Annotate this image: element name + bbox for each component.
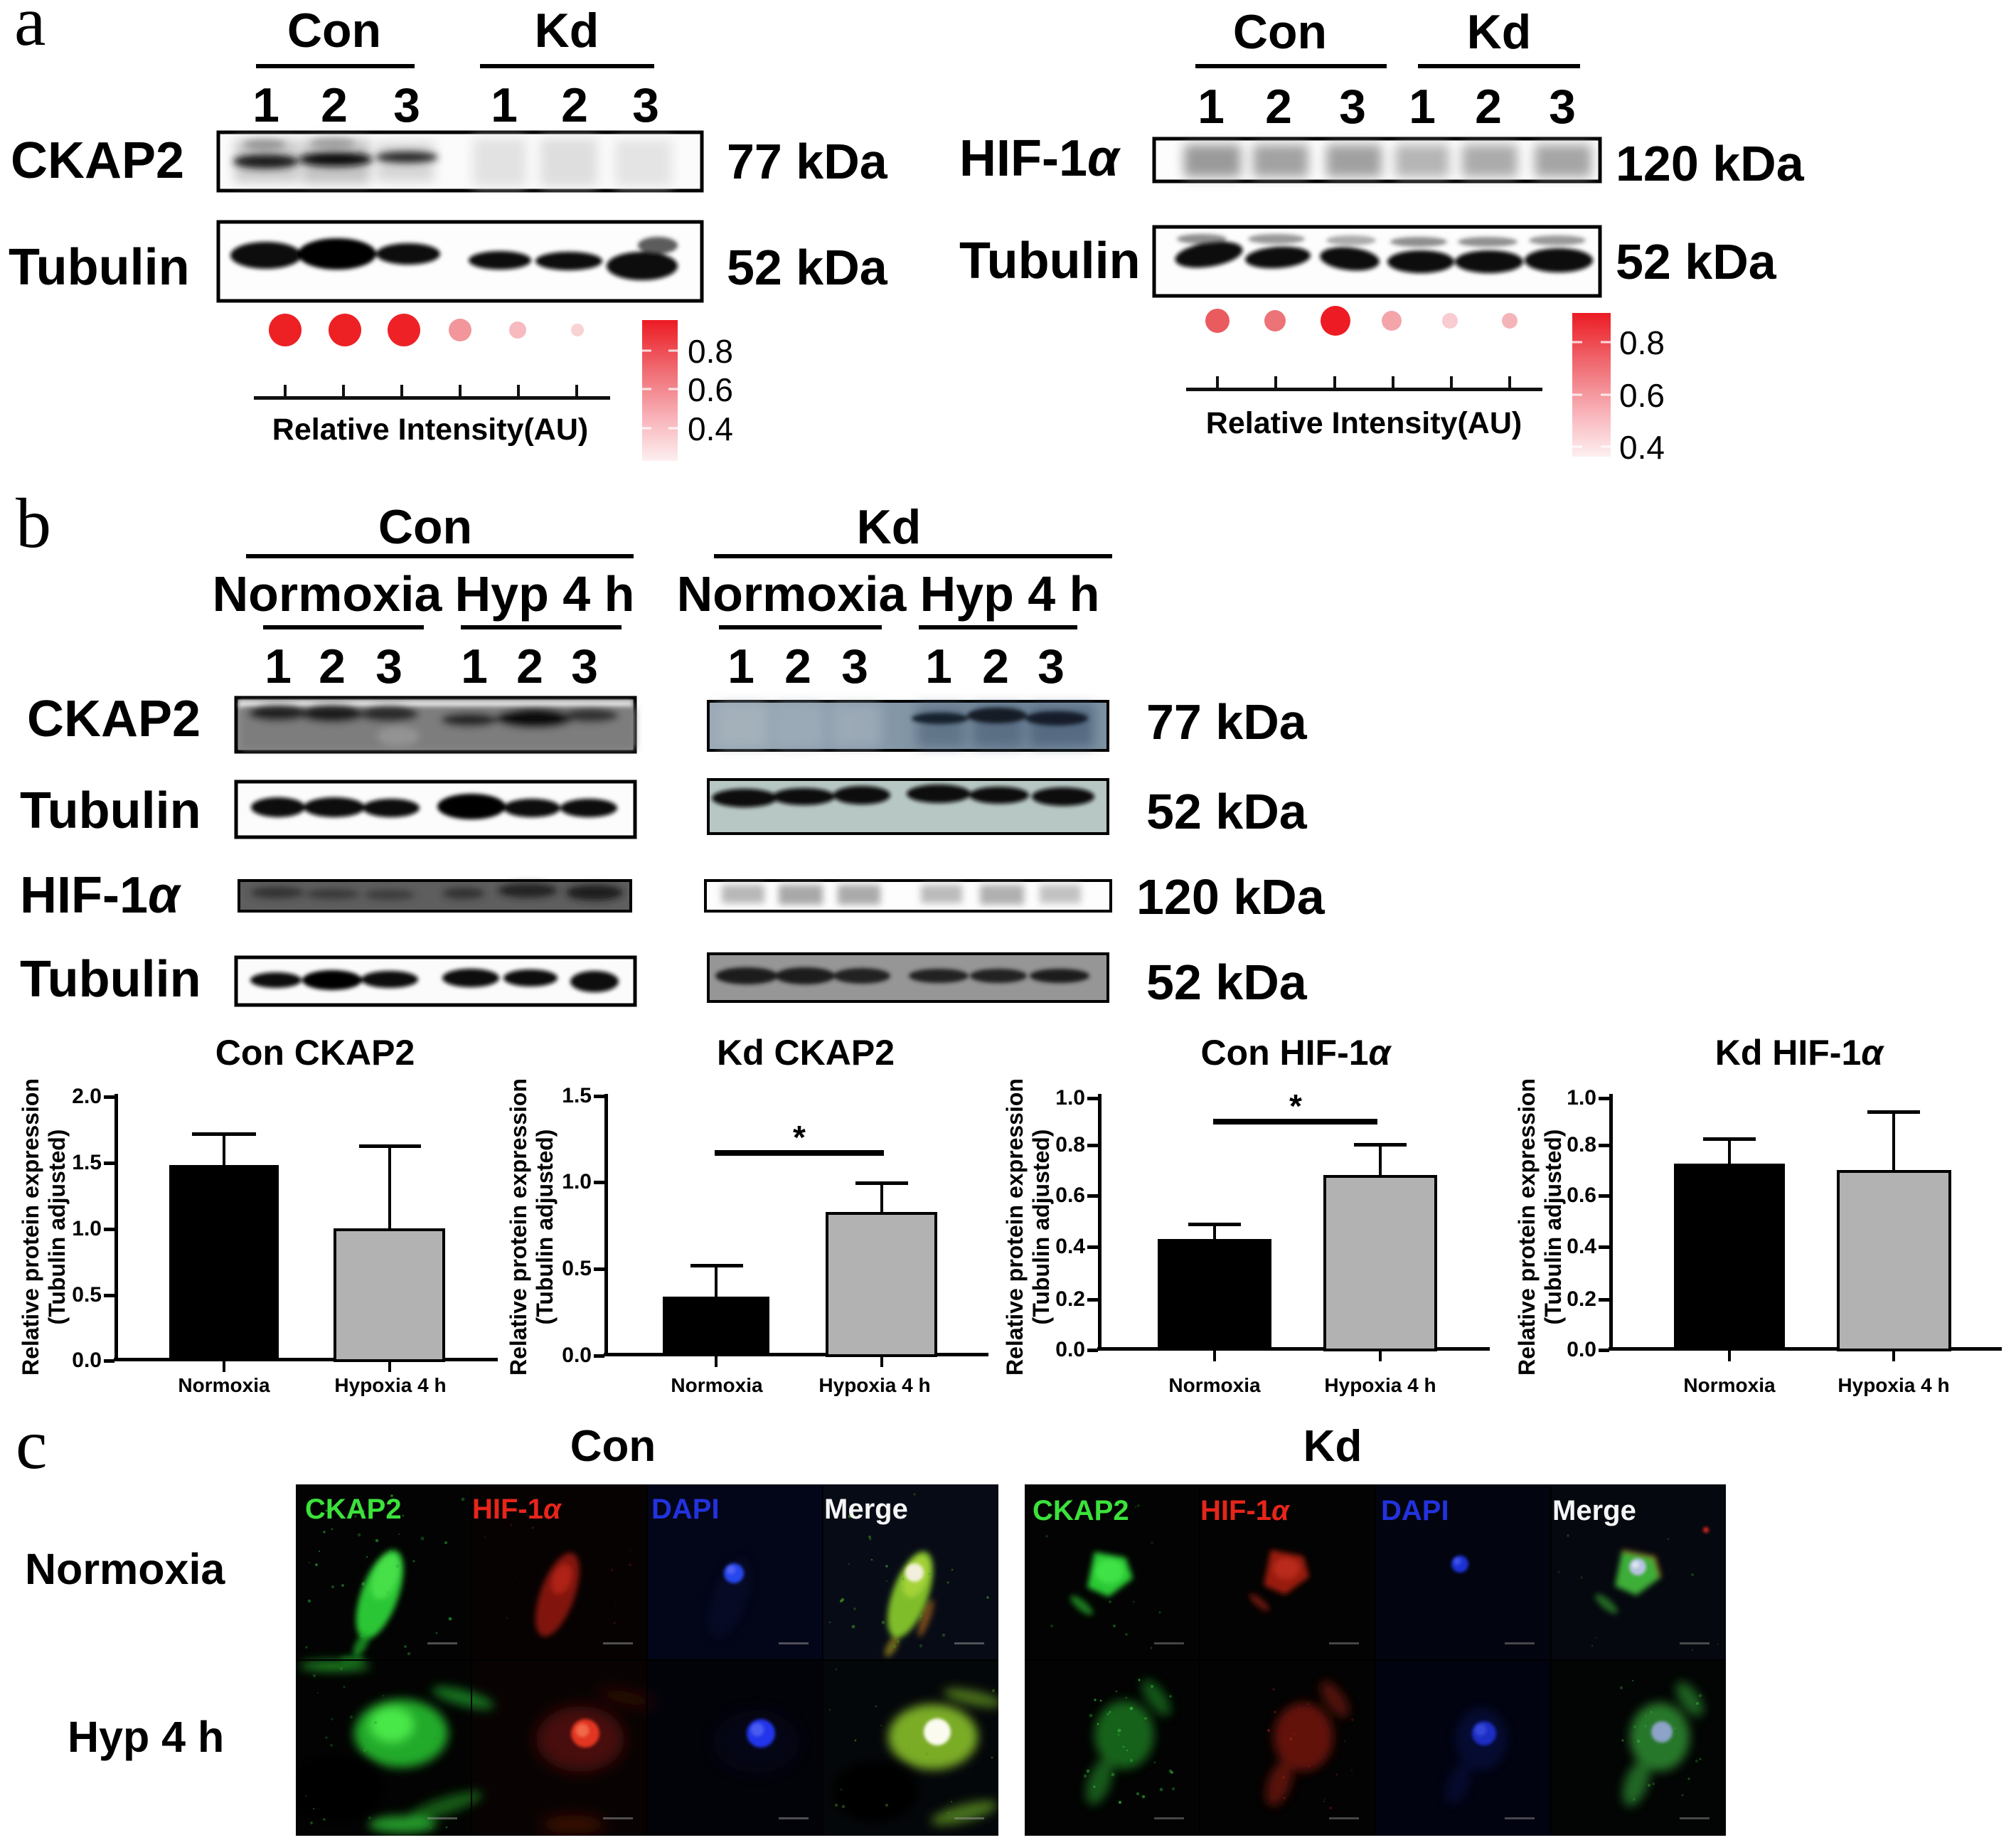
svg-text:DAPI: DAPI	[1381, 1495, 1449, 1526]
svg-text:CKAP2: CKAP2	[305, 1494, 402, 1525]
svg-text:Merge: Merge	[824, 1494, 908, 1525]
svg-text:HIF-1α: HIF-1α	[1200, 1495, 1291, 1526]
svg-text:Merge: Merge	[1552, 1495, 1636, 1526]
svg-text:CKAP2: CKAP2	[1033, 1495, 1129, 1526]
svg-text:HIF-1α: HIF-1α	[472, 1494, 562, 1525]
svg-text:DAPI: DAPI	[651, 1494, 720, 1525]
